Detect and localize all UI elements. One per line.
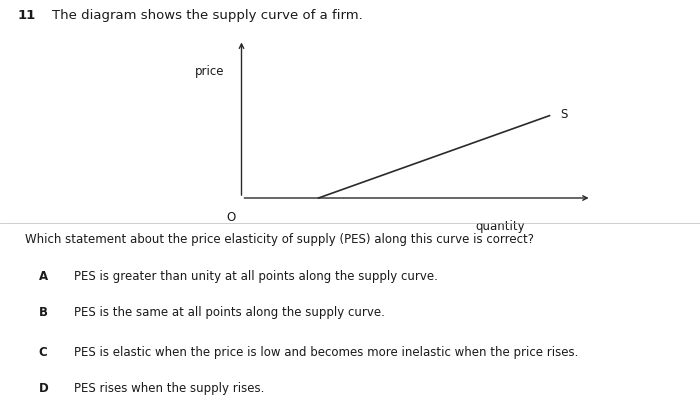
Text: A: A	[38, 270, 48, 283]
Text: PES is greater than unity at all points along the supply curve.: PES is greater than unity at all points …	[74, 270, 438, 283]
Text: 11: 11	[18, 9, 36, 22]
Text: C: C	[38, 346, 48, 359]
Text: D: D	[38, 382, 48, 395]
Text: B: B	[38, 306, 48, 319]
Text: O: O	[226, 211, 236, 224]
Text: PES rises when the supply rises.: PES rises when the supply rises.	[74, 382, 264, 395]
Text: PES is elastic when the price is low and becomes more inelastic when the price r: PES is elastic when the price is low and…	[74, 346, 578, 359]
Text: quantity: quantity	[476, 220, 525, 233]
Text: Which statement about the price elasticity of supply (PES) along this curve is c: Which statement about the price elastici…	[25, 232, 533, 246]
Text: S: S	[560, 108, 568, 121]
Text: price: price	[195, 65, 224, 78]
Text: The diagram shows the supply curve of a firm.: The diagram shows the supply curve of a …	[52, 9, 363, 22]
Text: PES is the same at all points along the supply curve.: PES is the same at all points along the …	[74, 306, 384, 319]
